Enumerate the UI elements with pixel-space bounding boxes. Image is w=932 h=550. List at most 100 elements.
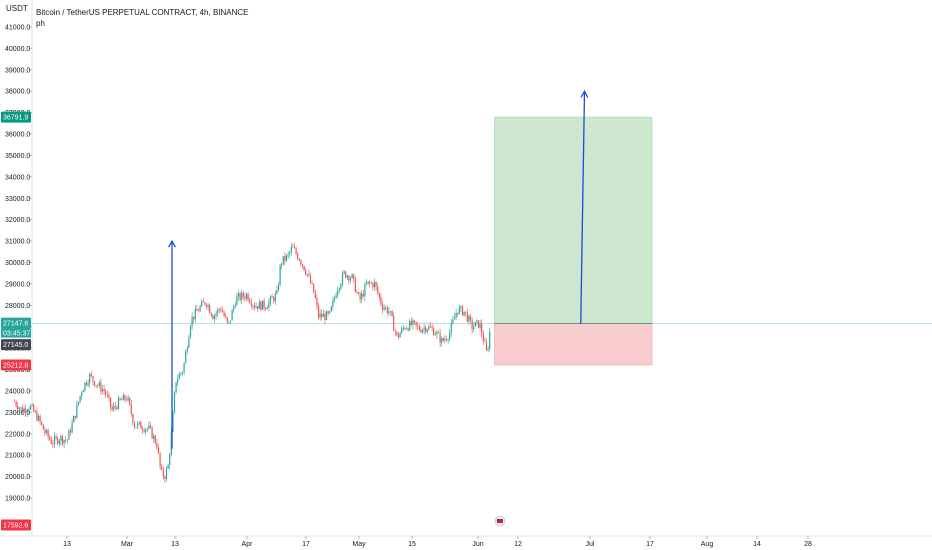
candle (37, 415, 40, 421)
candle (153, 435, 155, 439)
candle (356, 292, 358, 293)
candle (154, 435, 156, 444)
candle (477, 320, 480, 328)
candle (58, 440, 60, 444)
candle (449, 332, 451, 340)
y-tick-label: 22000.0 (5, 431, 30, 438)
candle (450, 323, 452, 333)
candle (377, 286, 379, 293)
candle (316, 297, 318, 306)
candle (50, 439, 52, 444)
candle (389, 311, 392, 312)
candle (202, 301, 204, 303)
x-tick-label: Aug (701, 541, 714, 548)
candle (175, 382, 177, 393)
countdown-text: 03:45:37 (3, 331, 30, 338)
candle (178, 374, 180, 379)
candle (423, 327, 425, 330)
candle (393, 316, 395, 331)
candle (21, 407, 24, 413)
candle (409, 320, 411, 331)
candle (17, 405, 19, 410)
candle (447, 339, 449, 341)
candle (314, 292, 316, 298)
candle (49, 436, 51, 440)
candle (133, 423, 136, 428)
candle (113, 405, 115, 410)
candle (114, 405, 116, 407)
candle (338, 288, 340, 291)
candle (188, 337, 190, 348)
candle (28, 409, 30, 411)
candle (321, 313, 323, 318)
x-tick-label: 17 (302, 541, 310, 548)
candle (213, 315, 216, 320)
candle (471, 319, 473, 330)
candle (465, 311, 467, 313)
candle (89, 373, 91, 384)
flag-stripe-icon (497, 519, 503, 523)
low-price-tag (1, 519, 31, 531)
candle (466, 312, 468, 322)
candle (125, 399, 128, 401)
candle (370, 283, 372, 284)
candle (271, 296, 273, 298)
candle (265, 307, 267, 309)
candle (116, 406, 118, 409)
candle (149, 425, 152, 428)
candle (308, 273, 310, 276)
candle (484, 341, 486, 343)
candle (141, 428, 144, 431)
candle (13, 401, 16, 403)
candle (250, 302, 252, 306)
candle (460, 306, 462, 308)
candle (181, 372, 184, 374)
candle (305, 270, 307, 275)
candle (412, 320, 414, 326)
candle (461, 306, 464, 316)
candle (337, 290, 339, 296)
x-tick-label: 15 (408, 541, 416, 548)
candle (300, 260, 302, 265)
candle (129, 397, 131, 405)
stop-price-tag (1, 359, 31, 371)
candle (215, 313, 217, 316)
candle (401, 328, 403, 334)
candle (373, 281, 376, 288)
candle (135, 427, 137, 428)
candle (45, 430, 48, 434)
candle (41, 421, 43, 425)
candle (269, 296, 272, 302)
candle (90, 373, 92, 376)
candle (369, 281, 371, 284)
x-tick-label: 12 (514, 541, 522, 548)
candle (268, 301, 270, 308)
candle (295, 248, 297, 254)
candle (223, 312, 225, 317)
y-tick-label: 21000.0 (5, 453, 30, 460)
candle (298, 259, 300, 261)
candle (233, 306, 235, 311)
candle (130, 404, 132, 415)
candle (237, 293, 240, 297)
candle (372, 283, 374, 288)
candle (85, 382, 88, 385)
candle (124, 395, 126, 400)
candle (82, 390, 84, 393)
candle (138, 422, 140, 424)
candle (261, 300, 264, 310)
candle (442, 338, 444, 341)
candle (212, 315, 214, 320)
candle (173, 392, 176, 413)
candle (68, 430, 70, 440)
candle (34, 411, 36, 413)
candle (55, 436, 57, 438)
current-price-tag-text: 27147.6 (3, 321, 28, 328)
y-tick-label: 40000.0 (5, 46, 30, 53)
candle (469, 315, 472, 320)
candle (79, 395, 81, 402)
candle (303, 265, 305, 271)
candle (453, 317, 456, 320)
candle (437, 332, 440, 334)
